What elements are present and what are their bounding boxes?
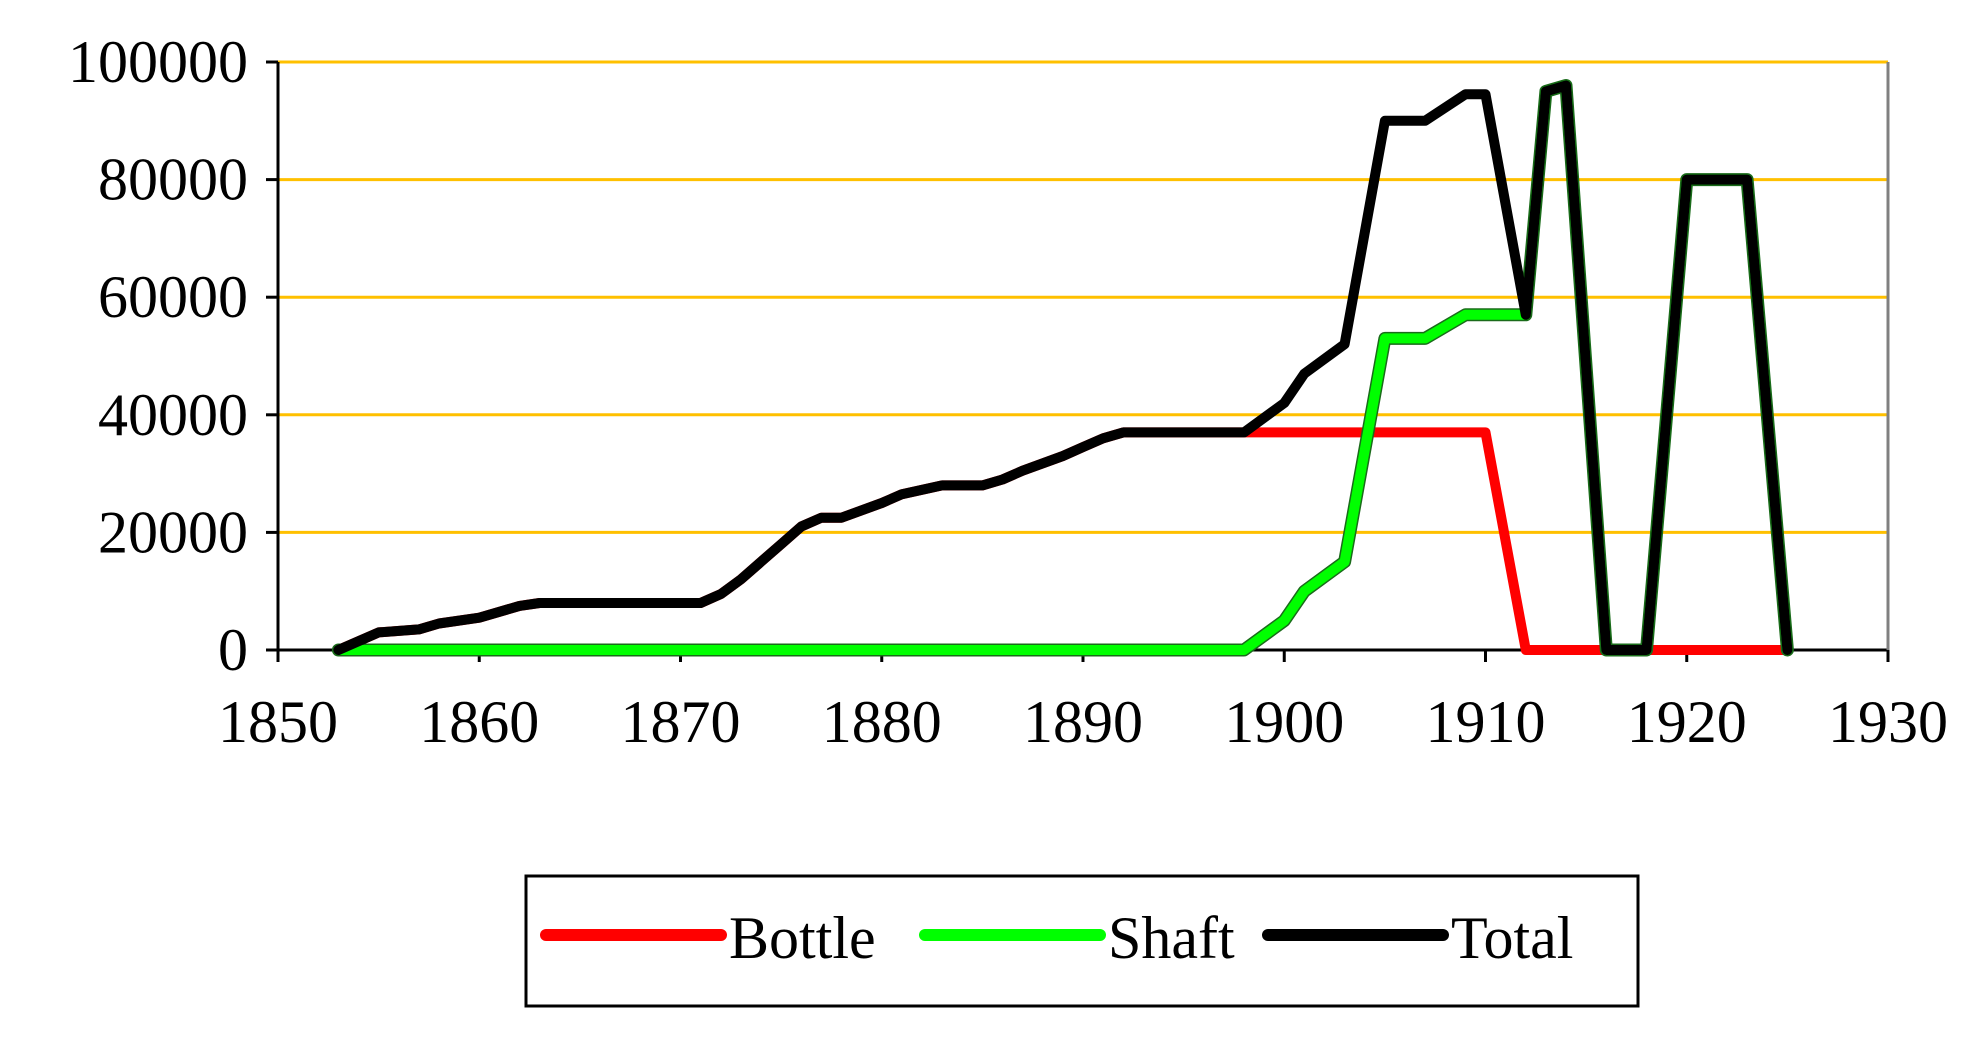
y-tick-label: 60000 (98, 264, 248, 330)
legend-label-bottle: Bottle (729, 905, 876, 971)
x-tick-label: 1860 (419, 689, 539, 755)
legend: Bottle Shaft Total (524, 874, 1640, 1008)
x-tick-label: 1850 (218, 689, 338, 755)
y-tick-label: 0 (218, 617, 248, 683)
y-tick-label: 100000 (68, 29, 248, 95)
x-tick-label: 1890 (1023, 689, 1143, 755)
x-tick-label: 1880 (822, 689, 942, 755)
series-line-total (333, 80, 1793, 655)
y-tick-label: 40000 (98, 382, 248, 448)
x-axis-ticks: 1850 1860 1870 1880 1890 1900 1910 1920 1930 (218, 650, 1948, 755)
plot-area (278, 62, 1888, 650)
y-axis-ticks: 0 20000 40000 60000 80000 100000 (68, 29, 278, 683)
y-tick-label: 20000 (98, 499, 248, 565)
x-tick-label: 1930 (1828, 689, 1948, 755)
legend-label-shaft: Shaft (1108, 905, 1235, 971)
x-tick-label: 1910 (1426, 689, 1546, 755)
series-lines (331, 79, 1794, 657)
x-tick-label: 1870 (621, 689, 741, 755)
x-tick-label: 1920 (1627, 689, 1747, 755)
x-tick-label: 1900 (1224, 689, 1344, 755)
legend-label-total: Total (1451, 905, 1573, 971)
y-tick-label: 80000 (98, 147, 248, 213)
gridlines (278, 60, 1888, 534)
